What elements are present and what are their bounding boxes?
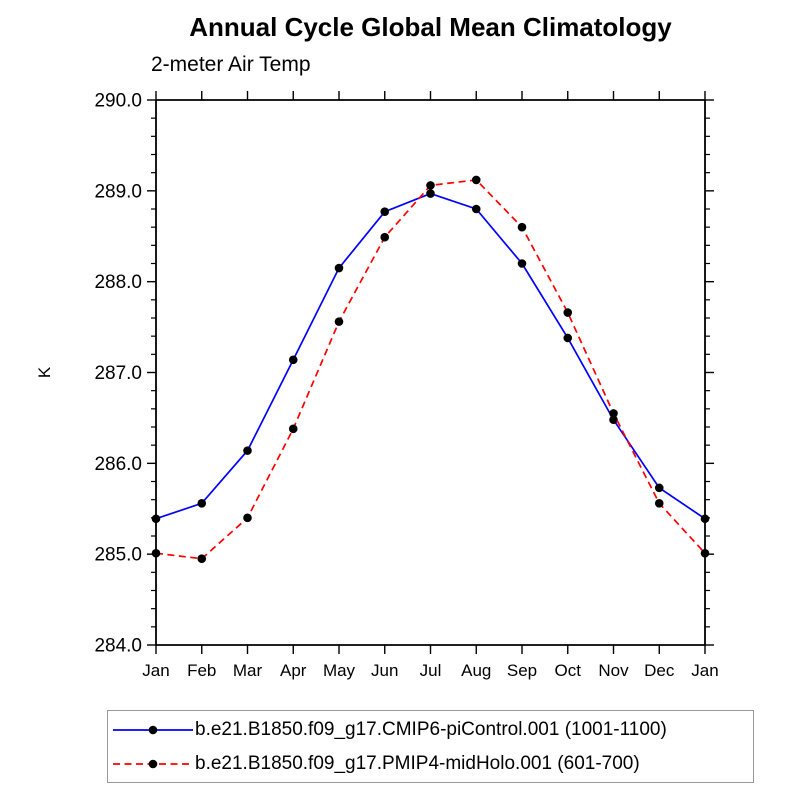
legend-label: b.e21.B1850.f09_g17.CMIP6-piControl.001 … [195,718,667,740]
x-tick-label: Mar [233,661,263,680]
y-tick-label: 287.0 [94,363,142,384]
data-point-marker [243,446,252,455]
legend-line-sample [113,759,193,768]
y-tick-label: 286.0 [94,454,142,475]
x-tick-label: Jun [371,661,398,680]
chart-subtitle: 2-meter Air Temp [151,53,311,76]
x-tick-label: Aug [461,661,491,680]
data-point-marker [609,409,618,418]
data-point-marker [426,189,435,198]
data-point-marker [700,548,710,558]
legend-item: b.e21.B1850.f09_g17.PMIP4-midHolo.001 (6… [108,747,753,781]
legend-marker-dot-icon [148,759,158,768]
data-point-marker [471,204,481,214]
data-point-marker [243,513,252,523]
x-tick-label: Dec [644,661,675,680]
x-tick-label: Jan [142,661,169,680]
data-point-marker [426,181,435,190]
data-point-marker [197,499,207,508]
data-point-marker [654,483,664,493]
data-point-marker [517,259,527,268]
data-point-marker [288,355,298,365]
legend-box: b.e21.B1850.f09_g17.CMIP6-piControl.001 … [107,710,754,783]
y-tick-label: 290.0 [94,91,142,112]
data-point-marker [380,232,390,242]
data-point-marker [563,333,573,343]
legend-label: b.e21.B1850.f09_g17.PMIP4-midHolo.001 (6… [195,752,640,774]
data-point-marker [654,499,664,508]
data-point-marker [334,263,344,273]
series-line-0 [155,192,706,520]
data-point-marker [517,222,527,232]
x-tick-label: Apr [280,661,307,680]
y-axis-title: K [35,366,54,378]
y-tick-label: 285.0 [94,545,142,566]
x-tick-label: Jan [691,661,718,680]
data-point-marker [288,424,298,434]
legend-line-sample [113,725,193,734]
x-tick-label: Nov [598,661,629,680]
x-tick-label: Feb [187,661,216,680]
data-point-marker [563,308,573,317]
legend-marker-dot-icon [148,725,158,734]
x-tick-label: Oct [555,661,582,680]
x-tick-label: Jul [420,661,442,680]
data-point-marker [197,554,207,564]
y-tick-label: 289.0 [94,181,142,202]
data-point-marker [471,175,481,185]
data-point-marker [334,317,344,326]
legend-item: b.e21.B1850.f09_g17.CMIP6-piControl.001 … [108,713,753,747]
data-point-marker [700,514,710,524]
x-tick-label: May [323,661,356,680]
series-line-1 [155,179,706,560]
data-point-marker [151,548,161,558]
data-point-marker [380,207,390,217]
data-point-marker [609,415,618,425]
chart-title: Annual Cycle Global Mean Climatology [189,12,672,42]
y-tick-label: 284.0 [94,636,142,657]
data-point-marker [151,514,161,524]
y-tick-label: 288.0 [94,272,142,293]
x-tick-label: Sep [507,661,537,680]
